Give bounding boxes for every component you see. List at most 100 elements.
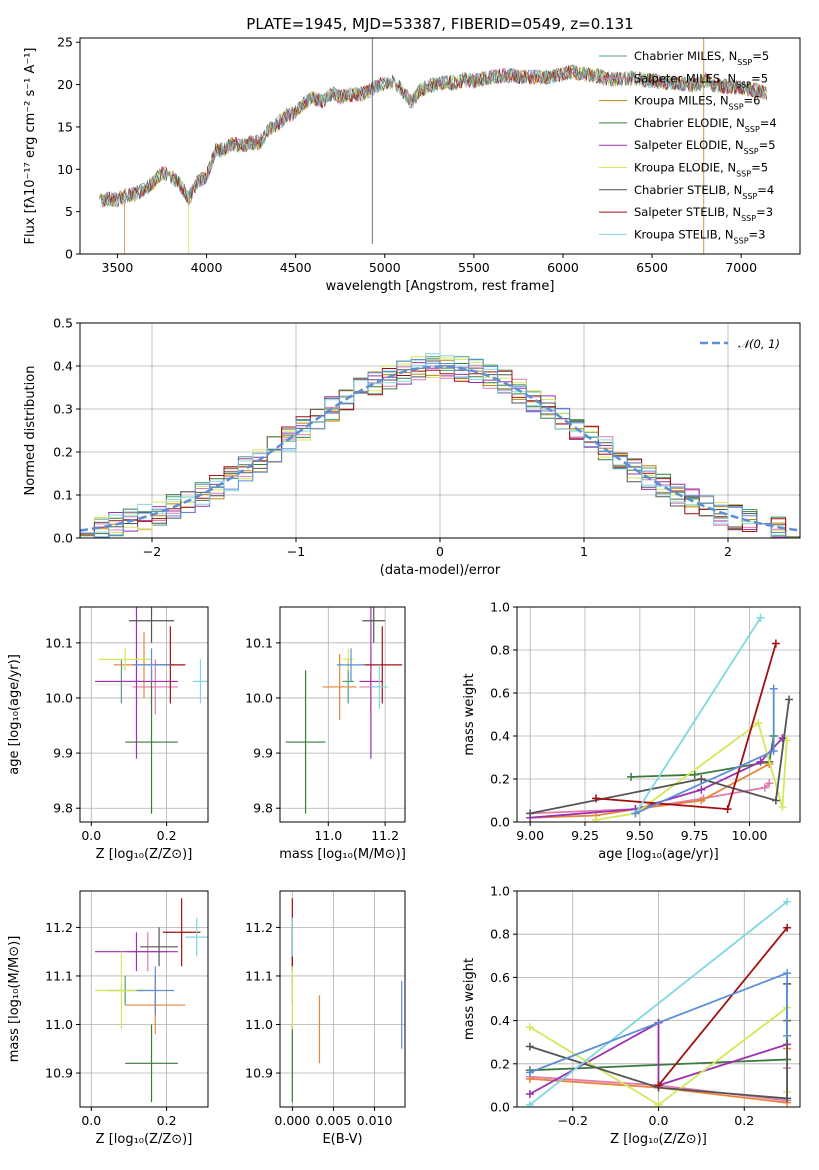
y-axis-label: Flux [fλ10⁻¹⁷ erg cm⁻² s⁻¹ A⁻¹] [23,48,38,245]
x-tick-label: 2 [724,544,732,559]
legend-label-main: Chabrier ELODIE, N [634,116,745,130]
y-tick-label: 0.5 [53,316,73,331]
x-tick-label: 9.25 [571,828,599,843]
legend-label-tail: =3 [756,205,773,219]
weight-marker [591,815,600,822]
error-point [140,927,178,967]
weight-marker [525,1068,534,1077]
weight-line [529,1021,788,1095]
weight-marker [654,1081,663,1090]
y-tick-label: 20 [57,77,73,92]
y-tick-label: 9.8 [53,801,73,816]
error-point [359,607,383,759]
weight-marker [778,734,787,743]
y-tick-label: 10.9 [245,1066,273,1081]
x-tick-label: 4500 [280,260,312,275]
y-tick-label: 0.4 [53,359,73,374]
age-vs-mass-plot: 11.0 11.2 9.8 9.9 10.0 10.1 mass [log₁₀(M/M⊙)] [245,606,406,862]
plot-frame [279,890,406,1108]
legend-label-sub: SSP [744,147,759,156]
plot-frame [516,606,801,823]
legend-label: Chabrier ELODIE, NSSP=4 [634,116,777,133]
y-tick-label: 0.4 [490,729,510,744]
weight-marker [785,695,794,704]
weight-series [526,695,794,818]
weight-marker [697,785,706,794]
legend-label-tail: =5 [751,71,768,85]
weight-marker [783,969,792,978]
error-point [125,1024,178,1103]
weight-series [526,734,787,822]
x-tick-label: 7000 [725,260,757,275]
legend-label-sub: SSP [741,214,756,223]
weight-line [529,983,788,1100]
legend-label: Kroupa MILES, NSSP=6 [634,94,760,112]
y-tick-label: 11.1 [245,968,273,983]
y-tick-label: 10.9 [45,1066,73,1081]
weight-marker [654,1100,663,1107]
weight-marker [754,719,763,728]
legend-label: Salpeter ELODIE, NSSP=5 [634,138,776,156]
legend-label-sub: SSP [745,124,760,133]
weight-marker [690,770,699,779]
legend-label-main: Chabrier MILES, N [634,49,737,63]
y-tick-label: 5 [65,204,73,219]
y-tick-label: 0.6 [490,970,510,985]
weight-series [654,923,792,1090]
plot-frame [79,606,209,823]
weight-marker [769,684,778,693]
weight-series [591,639,780,814]
x-axis-label: Z [log₁₀(Z/Z⊙)] [96,1132,193,1147]
x-tick-label: 0.0 [649,1113,669,1128]
x-tick-label: 0.0 [81,828,101,843]
y-tick-label: 11.0 [45,1017,73,1032]
x-axis-label: E(B-V) [322,1132,362,1147]
error-point [98,648,152,671]
weight-marker [760,783,769,792]
legend-label-tail: =4 [760,116,777,130]
x-axis-label: wavelength [Angstrom, rest frame] [326,279,555,294]
figure-title: PLATE=1945, MJD=53387, FIBERID=0549, z=0… [246,15,633,33]
y-tick-label: 0.0 [53,531,73,546]
mass-vs-z-plot: 0.0 0.2 10.9 11.0 11.1 11.2 Z [log₁₀(Z/Z⊙)] mas… [7,890,209,1147]
x-tick-label: 6500 [636,260,668,275]
legend-label-main: Salpeter MILES, N [634,71,736,85]
error-point [285,670,326,814]
weight-line [631,735,775,778]
weight-series [631,613,765,818]
x-axis-label: Z [log₁₀(Z/Z⊙)] [96,847,193,862]
y-tick-label: 0.6 [490,686,510,701]
error-point [125,670,178,814]
error-point [336,648,366,682]
x-axis-label: age [log₁₀(age/yr)] [598,847,719,862]
age-vs-z-plot: 0.0 0.2 9.8 9.9 10.0 10.1 Z [log₁₀(Z/Z⊙)] age [… [7,606,209,862]
legend-label: Salpeter STELIB, NSSP=3 [634,205,773,223]
legend-label: Kroupa ELODIE, NSSP=5 [634,161,768,179]
legend-label: Salpeter MILES, NSSP=5 [634,71,768,89]
legend-label-main: Kroupa STELIB, N [634,227,734,241]
y-tick-label: 0.2 [490,1056,510,1071]
y-tick-label: 1.0 [490,884,510,899]
legend-label-main: Salpeter ELODIE, N [634,138,744,152]
error-point [95,932,178,972]
x-tick-label: 0.000 [274,1113,310,1128]
y-tick-label: 0.4 [490,1013,510,1028]
y-axis-label: age [log₁₀(age/yr)] [7,654,22,775]
weight-marker [631,809,640,818]
legend-label: Chabrier STELIB, NSSP=4 [634,183,774,201]
histogram-step [80,368,800,538]
legend-label-sub: SSP [736,80,751,89]
error-point [362,607,386,643]
plot-frame [79,37,801,255]
error-point [185,917,208,957]
legend-label-sub: SSP [729,102,744,111]
error-point [370,664,388,709]
weight-line [634,617,762,814]
weight-marker [765,779,774,788]
histogram-step [80,358,800,538]
y-tick-label: 11.1 [45,968,73,983]
x-tick-label: −0.2 [558,1113,588,1128]
y-tick-label: 9.8 [253,801,273,816]
legend-label-tail: =5 [752,49,769,63]
